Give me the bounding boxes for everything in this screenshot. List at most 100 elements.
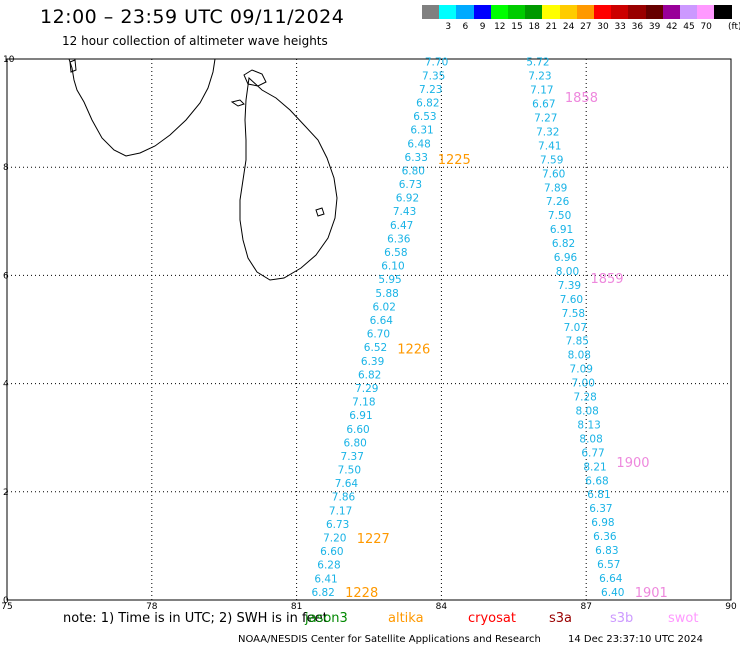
lat-tick-label: 6 [3,271,9,281]
color-swatch [490,5,509,19]
lat-tick-label: 2 [3,488,9,498]
color-swatch [662,5,681,19]
wave-height-value: 8.21 [583,461,606,473]
color-scale-label: 42 [666,22,678,32]
pass-time-label: 1901 [635,586,668,601]
small-islet [315,207,325,217]
color-scale-label: 33 [614,22,626,32]
wave-height-value: 6.58 [384,247,407,259]
wave-height-value: 6.10 [381,261,404,273]
india-coastline [68,58,216,157]
pass-time-label: 1225 [438,153,471,168]
wave-height-value: 6.53 [413,111,436,123]
color-scale-label: 6 [462,22,469,32]
lat-lon-grid [6,58,732,601]
color-scale-label: 3 [445,22,452,32]
footer-timestamp: 14 Dec 23:37:10 UTC 2024 [568,634,703,645]
lon-tick-label: 90 [725,602,737,610]
legend-cryosat: cryosat [468,611,516,626]
color-scale-label: 24 [562,22,575,32]
color-swatch [714,5,733,19]
wave-height-value: 7.09 [570,364,593,376]
color-swatch [456,5,475,19]
wave-height-value: 6.52 [364,342,387,354]
lon-tick-label: 81 [291,602,302,610]
mannar-island [230,99,245,107]
wave-height-value: 6.70 [367,329,390,341]
wave-height-value: 7.29 [355,383,378,395]
wave-height-value: 7.43 [393,206,416,218]
sri-lanka-coastline [68,58,338,281]
wave-height-value: 7.23 [419,84,442,96]
color-scale-label: 12 [494,22,506,32]
wave-height-value: 6.91 [349,410,372,422]
wave-height-value: 7.86 [332,492,356,504]
plot-frame [6,58,732,601]
track-altika: 7.707.357.236.826.536.316.486.336.806.73… [311,57,470,601]
wave-height-value: 7.60 [542,168,565,180]
wave-height-value: 7.23 [528,71,551,83]
color-swatch [473,5,492,19]
wave-height-value: 7.17 [530,85,553,97]
color-swatch [628,5,647,19]
footer-credit: NOAA/NESDIS Center for Satellite Applica… [238,634,541,645]
color-scale-label: 9 [479,22,486,32]
legend-s3b: s3b [610,611,634,626]
pass-time-label: 1859 [590,272,623,287]
wave-height-value: 8.08 [579,433,602,445]
wave-height-value: 6.31 [410,125,433,137]
legend-note: note: 1) Time is in UTC; 2) SWH is in fe… [63,611,328,626]
jaffna-peninsula [243,69,267,87]
wave-height-value: 6.81 [587,489,610,501]
color-scale-unit: (ft) [728,22,740,32]
color-scale-label: 30 [597,22,609,32]
wave-height-value: 6.33 [405,152,428,164]
wave-height-value: 7.58 [562,308,585,320]
wave-height-value: 6.82 [416,97,439,109]
wave-height-value: 7.39 [558,280,581,292]
pass-time-label: 1900 [616,456,649,471]
color-scale-label: 36 [631,22,644,32]
wave-height-value: 6.39 [361,356,384,368]
wave-height-value: 6.80 [343,437,366,449]
wave-height-value: 5.88 [375,288,398,300]
altimeter-tracks: 7.707.357.236.826.536.316.486.336.806.73… [311,57,667,601]
color-swatch [594,5,612,19]
wave-height-value: 7.89 [544,182,567,194]
wave-height-value: 6.64 [599,573,623,585]
wave-height-value: 7.60 [560,294,583,306]
axis-labels: 75 78 81 84 87 90 0 2 4 6 8 10 [1,55,737,610]
wave-height-value: 8.13 [577,419,600,431]
wave-height-value: 6.67 [532,99,555,111]
wave-height-value: 6.36 [387,233,411,245]
map-subtitle: 12 hour collection of altimeter wave hei… [62,34,328,48]
color-swatch [439,5,458,19]
pass-time-label: 1858 [565,91,598,106]
wave-height-value: 6.80 [402,165,425,177]
wave-height-value: 7.41 [538,140,561,152]
wave-height-value: 6.60 [346,424,369,436]
wave-height-value: 7.50 [338,465,361,477]
wave-height-value: 6.92 [396,193,419,205]
lat-tick-label: 10 [3,55,15,65]
track-swot: 5.72 7.23 7.17 6.67 7.277.32 7.41 7.59 7.60 7.89… [526,57,668,601]
wave-height-value: 6.82 [358,369,381,381]
color-scale-label: 18 [528,22,540,32]
wave-height-value: 6.28 [317,560,340,572]
wave-height-value: 6.82 [311,587,334,599]
wave-height-value: 6.48 [407,138,430,150]
color-scale-label: 39 [648,22,661,32]
wave-height-value: 6.40 [601,587,624,599]
wave-height-value: 6.37 [589,503,612,515]
wave-height-value: 7.32 [536,126,559,138]
lon-tick-label: 75 [1,602,12,610]
wave-height-value: 8.08 [575,406,598,418]
wave-height-value: 7.00 [572,378,595,390]
wave-height-value: 6.64 [370,315,394,327]
wave-height-value: 7.50 [548,210,571,222]
wave-height-value: 6.36 [593,531,617,543]
color-swatch [645,5,664,19]
wave-height-value: 6.41 [314,573,337,585]
pass-time-label: 1227 [357,532,390,547]
